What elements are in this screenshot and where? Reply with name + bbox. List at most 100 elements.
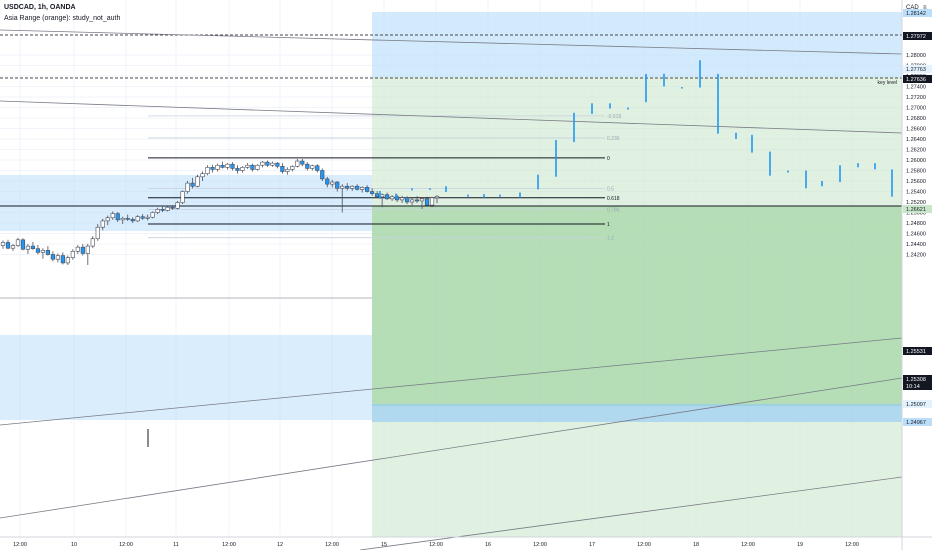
price-tick: 1.25000 [906,211,926,217]
price-tag-bg [903,418,932,426]
zone-top-blue [372,12,902,77]
candle-body [390,196,395,200]
candle-body [5,242,11,249]
price-tag-label: 1.27972 [906,34,926,40]
candle-body [190,182,195,187]
candle-body [125,217,130,220]
price-tick: 1.24600 [906,232,926,238]
price-tag-label: 1.25531 [906,349,926,355]
trend-line [0,377,903,519]
candle-body [0,242,6,246]
candle-body [115,213,120,221]
candle-body [315,165,320,171]
price-tag-label: 1.26621 [906,207,926,213]
candle-body [230,163,235,169]
price-tag-label: 1.25308 [906,377,926,383]
price-tag-bg [903,32,932,40]
candle-body [95,226,100,240]
price-tick: 1.24400 [906,242,926,248]
price-tags: 1.28142 1.27972 1.27763 1.27636 1.26621 1.255… [903,9,932,426]
symbol-title[interactable]: USDCAD, 1h, OANDA [4,4,76,11]
candle-body [65,257,70,264]
candle-body [245,164,250,168]
candle-body [35,248,41,253]
candle-body [185,182,190,192]
candle-body [270,162,275,166]
price-tag-bg [903,9,932,17]
price-tag-bg [903,205,932,213]
candle-body [150,212,155,218]
candle-body [414,199,420,202]
price-tick: 1.26800 [906,116,926,122]
candle-body [210,167,215,170]
price-tag-bg [903,400,932,408]
study-legend[interactable]: Asia Range (orange): study_not_auth [4,15,121,22]
trend-lines [0,29,903,550]
zone-green-large [372,77,902,537]
candle-body [255,164,260,170]
fib-label-0: 0 [607,156,610,162]
time-tick: 12:00 [222,542,236,548]
time-tick: 12 [277,542,283,548]
candle-body [25,245,31,250]
candle-body [195,176,200,187]
time-tick: 18 [693,542,699,548]
candle-body [200,173,205,178]
candle-body [75,246,80,252]
price-tag-bg [903,347,932,355]
candle-body [160,209,165,211]
price-tick: 1.24800 [906,221,926,227]
candle-body [260,161,265,166]
candle-body [340,185,345,189]
candle-body [60,255,65,264]
candle-body [130,219,135,222]
level-lines: key level [0,34,902,299]
trend-line [0,100,903,134]
candle-body [15,239,21,246]
candle-body [45,250,50,255]
time-tick: 12:00 [637,542,651,548]
fib-label--0.618: -0.618 [607,114,621,120]
time-tick: 11 [173,542,179,548]
trend-line [359,476,903,550]
candle-body [310,165,315,169]
fib-label-0.236: 0.236 [607,136,620,142]
candle-body [295,160,300,167]
candle-body [409,199,415,203]
candle-body [70,251,75,258]
candle-body [335,181,340,189]
candle-body [285,169,290,172]
axis-bg [902,0,932,550]
candle-body [135,216,140,222]
candle-body [145,216,150,219]
time-tick: 12:00 [741,542,755,548]
candle-body [300,160,305,165]
price-tag-bg [903,65,932,73]
zones [0,12,902,537]
candle-body [429,197,435,206]
price-tick: 1.27000 [906,106,926,112]
price-tick: 1.26600 [906,127,926,133]
time-axis[interactable]: 12:00 10 12:00 11 12:00 12 12:00 15 12:00 16 12:00… [0,536,932,548]
candle-body [365,187,370,192]
time-tick: 10 [71,542,77,548]
time-tick: 12:00 [845,542,859,548]
candle-body [375,193,380,198]
candle-body [55,255,60,260]
price-tag-label: 1.24967 [906,420,926,426]
fib-label-0.786: 0.786 [607,207,620,213]
price-axis[interactable]: CAD≡1.280001.278001.276001.274001.272001… [901,0,932,550]
price-tick: 1.25800 [906,169,926,175]
price-tick: 1.24200 [906,253,926,259]
candle-body [330,181,335,185]
price-tick: 1.26400 [906,137,926,143]
candle-body [120,217,125,221]
candle-body [225,163,230,168]
time-tick: 12:00 [533,542,547,548]
candle-body [235,168,240,171]
candle-body [240,167,245,171]
price-tick: 1.28000 [906,53,926,59]
candle-body [434,195,440,199]
candle-body [165,206,170,211]
candle-body [345,185,350,189]
